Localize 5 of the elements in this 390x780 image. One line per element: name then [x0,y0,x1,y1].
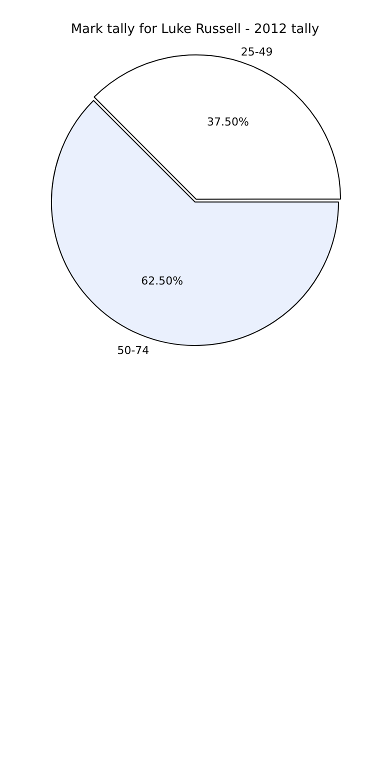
slice-label: 50-74 [117,344,150,358]
slice-label: 25-49 [240,46,273,59]
data-label: 37.50% [206,115,249,128]
data-label: 62.50% [141,274,184,288]
chart-title: Mark tally for Luke Russell - 2012 tally [70,21,320,39]
